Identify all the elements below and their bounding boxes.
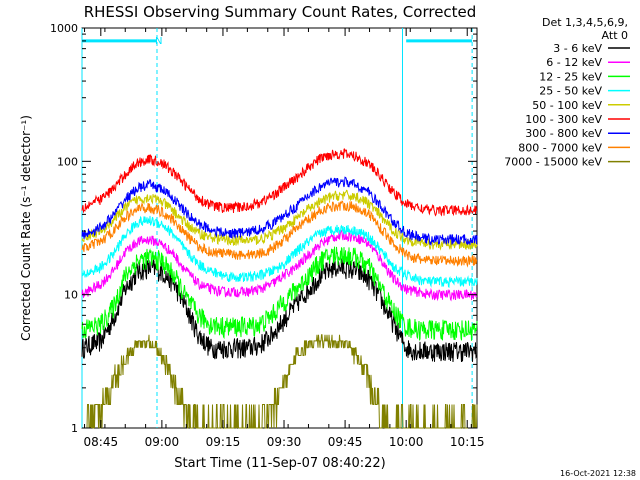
y-axis: 1 10 100 1000 xyxy=(50,22,477,435)
y-axis-label: Corrected Count Rate (s⁻¹ detector⁻¹) xyxy=(19,115,33,341)
series-line xyxy=(81,176,478,247)
legend-label: 3 - 6 keV xyxy=(553,42,602,55)
legend-label: 50 - 100 keV xyxy=(532,99,602,112)
series-lines xyxy=(81,148,478,429)
chart-title: RHESSI Observing Summary Count Rates, Co… xyxy=(84,3,477,21)
y-tick-label: 100 xyxy=(57,155,78,168)
x-tick-label: 10:15 xyxy=(450,435,485,449)
x-tick-label: 09:15 xyxy=(206,435,241,449)
footer-timestamp: 16-Oct-2021 12:38 xyxy=(560,469,636,478)
vertical-markers xyxy=(81,28,473,428)
top-bar-label: N xyxy=(155,36,162,47)
legend-label: 6 - 12 keV xyxy=(546,56,602,69)
legend-header: Det 1,3,4,5,6,9, Att 0 xyxy=(542,16,628,42)
plot-area: N 1 10 100 1000 08:45 09:00 09:15 09:30 09:45 10… xyxy=(50,22,485,449)
plot-frame xyxy=(81,27,478,429)
x-axis-label: Start Time (11-Sep-07 08:40:22) xyxy=(174,456,385,471)
y-tick-label: 1000 xyxy=(50,22,78,35)
series-line xyxy=(81,258,478,363)
legend-label: 300 - 800 keV xyxy=(525,127,602,140)
x-tick-label: 09:30 xyxy=(267,435,302,449)
x-axis: 08:45 09:00 09:15 09:30 09:45 10:00 10:15 xyxy=(84,28,485,449)
legend-label: 25 - 50 keV xyxy=(539,85,602,98)
y-tick-label: 1 xyxy=(71,422,78,435)
legend-header-line-1: Det 1,3,4,5,6,9, xyxy=(542,16,628,29)
series-line xyxy=(82,334,478,429)
series-line xyxy=(81,200,478,268)
legend-label: 7000 - 15000 keV xyxy=(504,156,602,169)
y-tick-label: 10 xyxy=(64,289,78,302)
x-tick-label: 09:45 xyxy=(328,435,363,449)
x-tick-label: 09:00 xyxy=(145,435,180,449)
series-line xyxy=(81,148,477,217)
series-line xyxy=(81,189,478,251)
series-line xyxy=(81,215,478,289)
x-tick-label: 08:45 xyxy=(84,435,119,449)
legend-label: 12 - 25 keV xyxy=(539,70,602,83)
legend-label: 800 - 7000 keV xyxy=(518,141,602,154)
x-tick-label: 10:00 xyxy=(389,435,424,449)
series-line xyxy=(81,246,478,341)
legend-header-line-2: Att 0 xyxy=(602,29,628,42)
legend-label: 100 - 300 keV xyxy=(525,113,602,126)
series-line xyxy=(81,229,478,302)
